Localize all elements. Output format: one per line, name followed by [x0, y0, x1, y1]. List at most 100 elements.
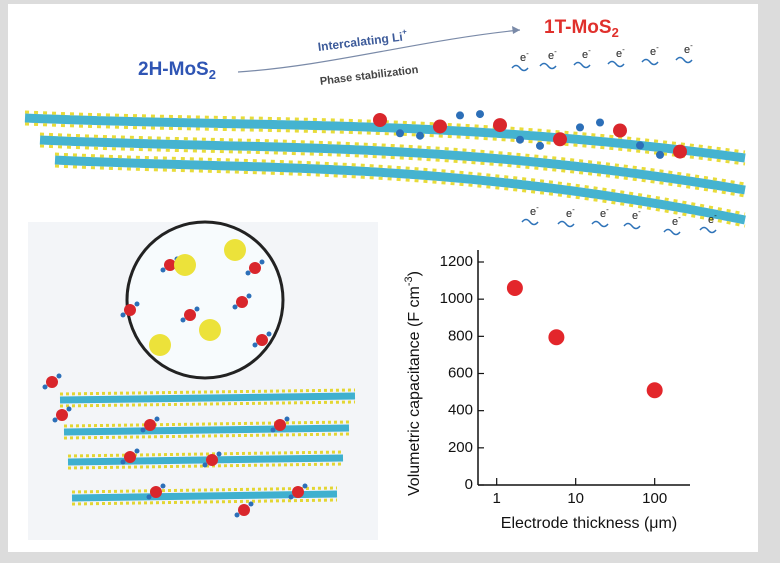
ion: [124, 304, 136, 316]
ion: [274, 419, 286, 431]
electron-text: e: [566, 208, 572, 220]
water: [216, 451, 222, 457]
sheet-edge: [54, 152, 746, 216]
electron-text: e: [684, 44, 690, 56]
sheet: [59, 392, 356, 404]
y-axis-label-main: Volumetric capacitance (F cm: [406, 286, 423, 496]
electron-charge: -: [656, 43, 659, 52]
sheet-edge: [39, 144, 746, 198]
sheet-edge: [59, 400, 356, 408]
electron-text: e: [672, 216, 678, 228]
electrons: e-e-e-e-e-e-e-e-e-e-e-e-: [511, 41, 717, 236]
electron-label: e-: [520, 49, 529, 64]
y-tick-label: 1200: [440, 253, 473, 270]
atom: [199, 319, 221, 341]
ion: [456, 111, 464, 120]
electron-charge: -: [638, 207, 641, 216]
sheet: [24, 113, 746, 163]
electron-label: e-: [632, 207, 641, 222]
water: [288, 494, 294, 500]
ion: [150, 486, 162, 498]
phase-label: 1T-MoS2: [544, 17, 619, 40]
sheet-edge: [67, 450, 344, 458]
electron-charge: -: [536, 203, 539, 212]
electron-charge: -: [554, 47, 557, 56]
ion: [433, 119, 447, 134]
x-axis-label: Electrode thickness (μm): [501, 515, 677, 532]
electron-wave: [539, 62, 557, 70]
sheet-edge: [24, 122, 746, 166]
electron-charge: -: [606, 205, 609, 214]
water: [42, 384, 48, 390]
electron-label: e-: [566, 205, 575, 220]
water: [202, 462, 208, 468]
y-tick-label: 1000: [440, 290, 473, 307]
sheet: [67, 454, 344, 466]
water: [270, 427, 276, 433]
x-tick-label: 10: [567, 490, 584, 507]
water: [146, 494, 152, 500]
data-point: [646, 382, 663, 399]
ion: [553, 132, 567, 147]
electron-charge: -: [690, 41, 693, 50]
water: [134, 301, 140, 307]
electron-wave: [607, 60, 625, 68]
ion: [184, 309, 196, 321]
electron-wave: [641, 58, 659, 66]
ion: [596, 118, 604, 127]
water: [248, 501, 254, 507]
intercalation-illustration: [28, 220, 378, 540]
y-tick-label: 400: [448, 402, 473, 419]
sheet-edge: [71, 486, 338, 494]
electron-text: e: [650, 46, 656, 58]
ion: [673, 144, 687, 159]
electron-wave: [623, 222, 641, 230]
ion: [636, 141, 644, 150]
zoom-circle: [125, 220, 285, 380]
sheet-edge: [59, 388, 356, 396]
arrow: [237, 29, 521, 73]
water: [232, 304, 238, 310]
electron-label: e-: [672, 213, 681, 228]
water: [134, 448, 140, 454]
electron-wave: [557, 220, 575, 228]
water: [245, 270, 251, 276]
ion: [124, 451, 136, 463]
electron-wave: [699, 226, 717, 234]
electron-label: e-: [650, 43, 659, 58]
water: [302, 483, 308, 489]
electron-label: e-: [582, 46, 591, 61]
water: [180, 317, 186, 323]
electron-text: e: [616, 48, 622, 60]
water: [154, 416, 160, 422]
sheet: [54, 155, 746, 225]
ion: [516, 135, 524, 144]
y-axis-label-end: ): [406, 271, 423, 276]
electron-charge: -: [526, 49, 529, 58]
electron-wave: [521, 218, 539, 226]
water: [66, 406, 72, 412]
electron-charge: -: [572, 205, 575, 214]
electron-label: e-: [708, 211, 717, 226]
electron-text: e: [632, 210, 638, 222]
water: [160, 267, 166, 273]
chart: 0 200 400 600 800 1000 1200 1 10 100 Electrode thi…: [403, 250, 690, 532]
data-point: [506, 280, 523, 297]
ion: [206, 454, 218, 466]
atom: [174, 254, 196, 276]
phase-label: 2H-MoS2: [138, 59, 216, 82]
water: [160, 483, 166, 489]
electron-wave: [663, 228, 681, 236]
water: [266, 331, 272, 337]
electron-text: e: [600, 208, 606, 220]
water: [246, 293, 252, 299]
data-point: [548, 329, 565, 346]
ion: [656, 150, 664, 159]
electron-charge: -: [678, 213, 681, 222]
ion: [613, 123, 627, 138]
electron-text: e: [530, 206, 536, 218]
atom: [224, 239, 246, 261]
atom: [149, 334, 171, 356]
arrow-head: [512, 26, 520, 34]
